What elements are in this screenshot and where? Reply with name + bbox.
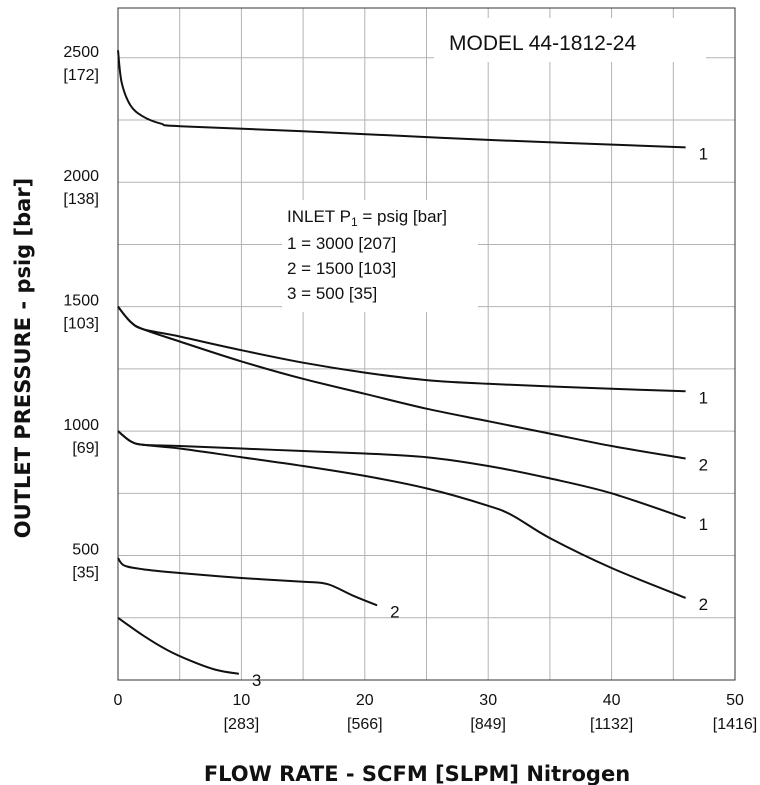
x-tick-label: 30 (479, 692, 497, 709)
legend-title: INLET P1 = psig [bar] (287, 207, 447, 229)
x-tick-sublabel: [1132] (590, 716, 633, 733)
plot-frame (117, 7, 736, 681)
series-line-6 (117, 557, 378, 607)
legend-title-subscript: 1 (351, 215, 358, 229)
curve-label: 2 (699, 595, 708, 614)
x-tick-label: 0 (114, 692, 123, 709)
y-tick-sublabel: [103] (63, 316, 99, 333)
legend-entry: 1 = 3000 [207] (287, 234, 396, 253)
grid (118, 8, 735, 680)
curve-label: 2 (699, 456, 708, 475)
legend: INLET P1 = psig [bar] 1 = 3000 [207] 2 =… (282, 200, 478, 312)
legend-title-suffix: = psig [bar] (358, 207, 447, 226)
curve-label: 1 (699, 388, 708, 407)
y-tick-labels: 500 [35] 1000 [69] 1500 [103] 2000 [138] 2500 [17… (63, 44, 99, 582)
series-line-1 (117, 50, 686, 149)
series-line-3 (117, 306, 686, 460)
y-axis-title: OUTLET PRESSURE - psig [bar] (11, 178, 35, 539)
y-tick-label: 2000 (63, 168, 99, 185)
y-tick-label: 500 (72, 542, 99, 559)
y-tick-sublabel: [138] (63, 191, 99, 208)
curves (117, 50, 686, 675)
curve-label: 1 (699, 144, 708, 163)
legend-bg (282, 200, 478, 312)
legend-title-prefix: INLET P (287, 207, 351, 226)
x-tick-sublabel: [849] (470, 716, 506, 733)
y-tick-sublabel: [35] (72, 565, 99, 582)
series-line-7 (117, 616, 240, 675)
curve-label: 3 (252, 671, 261, 690)
x-tick-labels: 0 10 [283] 20 [566] 30 [849] 40 [1132] 50 [1416] (114, 692, 758, 733)
x-tick-sublabel: [566] (347, 716, 383, 733)
x-tick-label: 40 (603, 692, 621, 709)
x-tick-label: 50 (726, 692, 744, 709)
x-tick-sublabel: [1416] (713, 716, 757, 733)
x-tick-label: 10 (233, 692, 251, 709)
curve-label: 1 (699, 515, 708, 534)
curve-labels: 1 1 2 1 2 2 3 (252, 144, 708, 689)
model-label: MODEL 44-1812-24 (449, 32, 636, 55)
model-label-bg (434, 18, 706, 62)
curve-label: 2 (390, 602, 399, 621)
legend-entry: 3 = 500 [35] (287, 284, 377, 303)
x-axis-title: FLOW RATE - SCFM [SLPM] Nitrogen (204, 762, 630, 785)
x-tick-sublabel: [283] (224, 716, 260, 733)
y-tick-label: 1000 (63, 417, 99, 434)
y-tick-label: 1500 (63, 293, 99, 310)
y-tick-label: 2500 (63, 44, 99, 61)
x-tick-label: 20 (356, 692, 374, 709)
series-line-5 (117, 430, 686, 599)
legend-entry: 2 = 1500 [103] (287, 259, 396, 278)
y-tick-sublabel: [69] (72, 440, 99, 457)
y-tick-sublabel: [172] (63, 67, 99, 84)
